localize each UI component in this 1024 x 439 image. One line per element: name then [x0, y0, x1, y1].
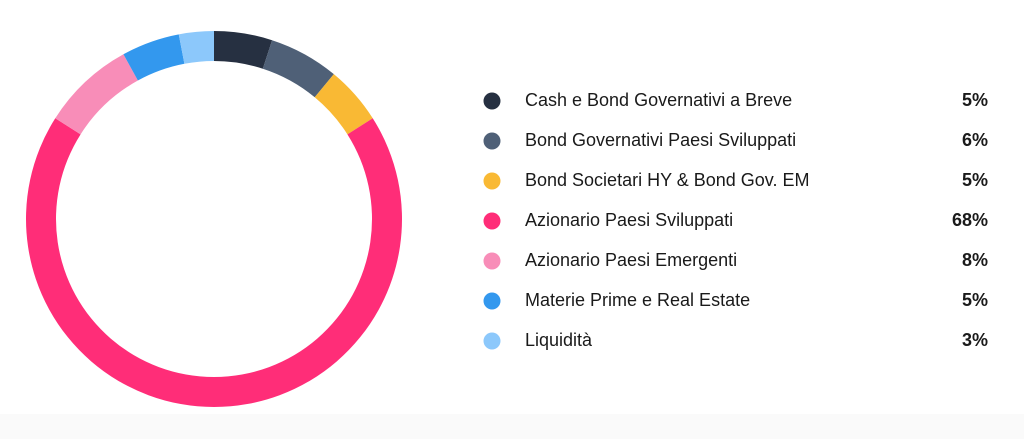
legend-swatch — [483, 292, 501, 310]
value-label: 68% — [952, 210, 988, 230]
legend-label: Azionario Paesi Emergenti — [525, 250, 737, 270]
legend-label: Azionario Paesi Sviluppati — [525, 210, 733, 230]
legend-label: Bond Governativi Paesi Sviluppati — [525, 130, 796, 150]
donut-segment — [123, 34, 185, 81]
legend-swatch — [483, 332, 501, 350]
donut-segment — [214, 31, 273, 69]
donut-segment — [25, 118, 402, 408]
footer-band — [0, 414, 1024, 439]
legend-swatch — [483, 132, 501, 150]
legend-swatch — [483, 252, 501, 270]
value-label: 3% — [962, 330, 988, 350]
value-label: 6% — [962, 130, 988, 150]
legend-swatch — [483, 212, 501, 230]
value-label: 5% — [962, 170, 988, 190]
legend-label: Cash e Bond Governativi a Breve — [525, 90, 792, 110]
donut-segment — [55, 54, 138, 135]
legend-swatch — [483, 92, 501, 110]
legend-label: Liquidità — [525, 330, 593, 350]
donut-segment — [178, 31, 214, 64]
value-label: 8% — [962, 250, 988, 270]
legend-label: Bond Societari HY & Bond Gov. EM — [525, 170, 809, 190]
value-label: 5% — [962, 290, 988, 310]
donut-segment — [314, 74, 373, 135]
legend-swatch — [483, 172, 501, 190]
donut-segment — [262, 40, 334, 98]
value-label: 5% — [962, 90, 988, 110]
legend-label: Materie Prime e Real Estate — [525, 290, 750, 310]
